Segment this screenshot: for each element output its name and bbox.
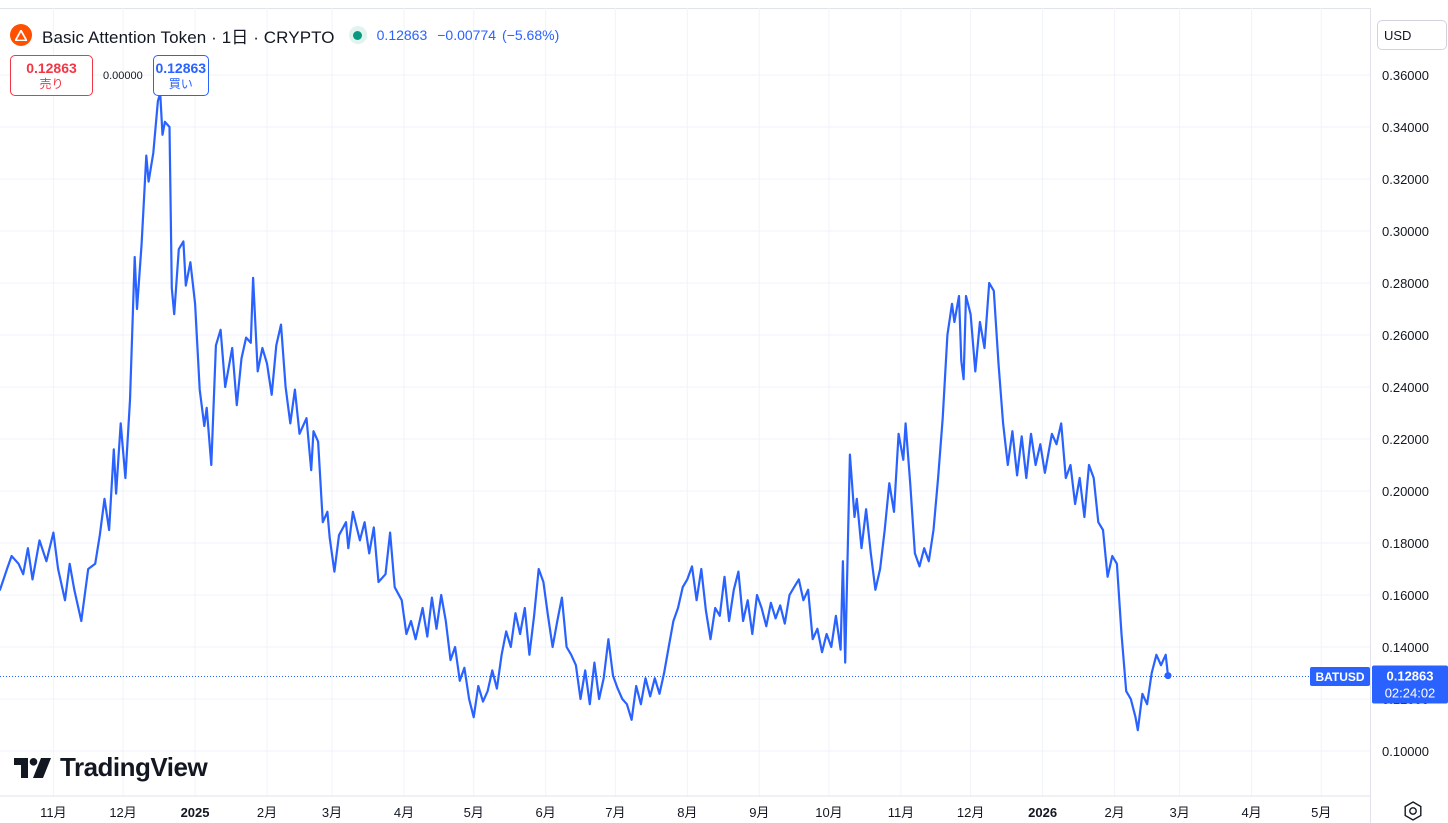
last-price-value: 0.12863 [376,27,428,43]
x-tick-label: 12月 [109,805,136,820]
price-tag-symbol: BATUSD [1315,670,1364,684]
market-open-status-icon[interactable] [348,26,367,44]
symbol-title[interactable]: Basic Attention Token · 1日 · CRYPTO [42,27,335,47]
currency-selector[interactable]: USD [1377,20,1447,50]
y-tick-label: 0.30000 [1382,224,1429,239]
x-tick-label: 11月 [888,805,915,820]
y-tick-label: 0.34000 [1382,120,1429,135]
buy-button[interactable]: 0.12863 買い [152,55,209,96]
sell-price: 0.12863 [26,59,77,76]
y-tick-label: 0.16000 [1382,588,1429,603]
x-tick-label: 4月 [394,805,414,820]
y-tick-label: 0.26000 [1382,328,1429,343]
trade-buttons: 0.12863 売り 0.00000 0.12863 買い [10,55,209,96]
y-tick-label: 0.32000 [1382,172,1429,187]
last-price-tag: BATUSD 0.12863 02:24:02 [1310,665,1448,704]
x-tick-label: 11月 [40,805,67,820]
top-divider [0,8,1370,9]
sell-label: 売り [39,76,64,91]
x-tick-label: 6月 [536,805,556,820]
bat-logo-icon [10,24,32,46]
vertical-gridlines [52,8,1322,796]
y-tick-label: 0.18000 [1382,536,1429,551]
price-tag-countdown: 02:24:02 [1385,686,1436,701]
y-tick-label: 0.10000 [1382,744,1429,759]
x-tick-label: 12月 [957,805,984,820]
currency-value: USD [1384,27,1412,43]
buy-label: 買い [168,76,193,91]
settings-gear-icon[interactable] [1402,800,1424,822]
y-tick-label: 0.22000 [1382,432,1429,447]
x-tick-label: 8月 [677,805,697,820]
y-tick-label: 0.24000 [1382,380,1429,395]
price-series-line [0,92,1170,732]
x-tick-label: 5月 [464,805,484,820]
tradingview-logo-icon [14,757,51,778]
tradingview-logo[interactable]: TradingView [14,752,208,783]
x-tick-label: 10月 [815,805,842,820]
x-tick-label: 2026 [1028,805,1057,820]
buy-price: 0.12863 [155,59,207,76]
x-tick-label: 3月 [322,805,342,820]
horizontal-gridlines [0,74,1370,752]
y-tick-label: 0.36000 [1382,68,1429,83]
price-change: −0.00774 [437,27,497,43]
x-tick-label: 2月 [1104,805,1124,820]
x-tick-label: 9月 [749,805,769,820]
y-tick-label: 0.20000 [1382,484,1429,499]
x-tick-label: 2025 [181,805,210,820]
x-tick-label: 2月 [257,805,277,820]
sell-button[interactable]: 0.12863 売り [10,55,93,96]
last-price-dot [1164,672,1172,680]
price-tag-value: 0.12863 [1387,669,1434,684]
x-tick-label: 4月 [1241,805,1261,820]
spread-value: 0.00000 [103,69,143,82]
time-axis: 11月 12月 2025 2月 3月 4月 5月 6月 7月 8月 9月 10月 11月 12月 2026 2… [40,805,1331,820]
price-change-percent: (−5.68%) [502,27,560,43]
x-tick-label: 3月 [1169,805,1189,820]
y-tick-label: 0.14000 [1382,640,1429,655]
tradingview-wordmark: TradingView [60,752,208,782]
x-tick-label: 5月 [1311,805,1331,820]
legend: Basic Attention Token · 1日 · CRYPTO 0.12… [10,22,559,48]
price-axis: 0.100000.120000.140000.160000.180000.200… [1382,68,1429,759]
y-tick-label: 0.28000 [1382,276,1429,291]
x-tick-label: 7月 [605,805,625,820]
